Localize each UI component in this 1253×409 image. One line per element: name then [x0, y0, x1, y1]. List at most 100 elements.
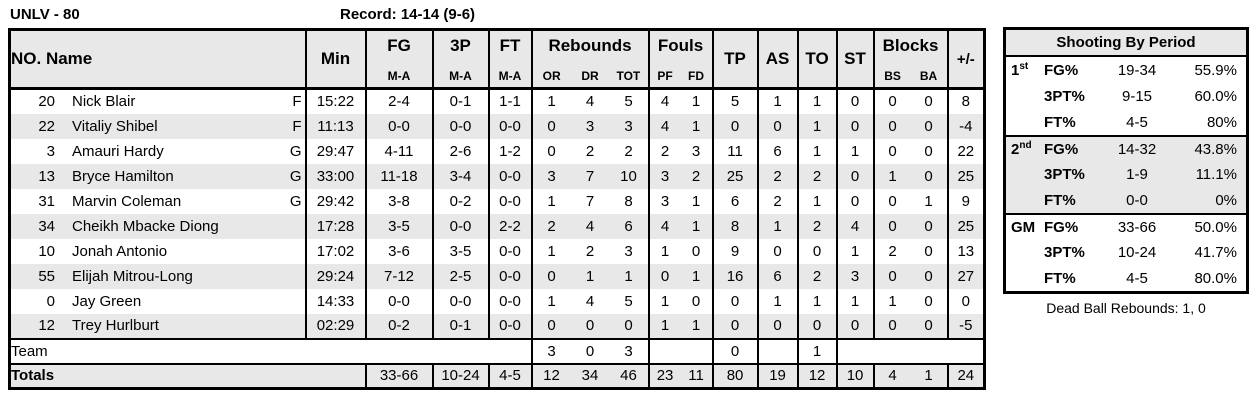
ft-cell: 1-1 [488, 88, 533, 114]
shooting-panel-title: Shooting By Period [1006, 30, 1246, 57]
header-to: TO [797, 29, 838, 90]
tot-cell: 1 [609, 263, 650, 289]
tot-cell: 6 [609, 213, 650, 239]
as-cell: 6 [757, 263, 799, 289]
fg-cell: 4-11 [365, 138, 434, 164]
totals-tp-cell: 80 [712, 362, 759, 389]
fg-cell: 7-12 [365, 263, 434, 289]
stat-label: 3PT% [1044, 165, 1085, 183]
fg-cell: 2-4 [365, 88, 434, 114]
p3-cell: 0-0 [432, 288, 490, 314]
pf-cell: 4 [648, 113, 681, 139]
pm-cell: 8 [961, 93, 970, 111]
pf-cell: 1 [660, 292, 670, 310]
player-position: F [292, 117, 302, 135]
stat-label: FG% [1044, 61, 1079, 79]
fd-cell: 1 [680, 88, 714, 114]
totals-as-cell: 19 [757, 362, 799, 389]
totals-bs-cell: 4 [873, 362, 911, 389]
fd-cell: 2 [680, 163, 714, 189]
p3-label: 3P [450, 36, 471, 55]
blocks-label: Blocks [882, 36, 939, 55]
as-cell: 6 [757, 138, 799, 164]
as-cell: 0 [757, 238, 799, 264]
percentage-value: 0% [1215, 191, 1237, 209]
bs-cell: 1 [873, 163, 911, 189]
fd-cell: 1 [680, 313, 714, 339]
as-cell: 0 [757, 313, 799, 339]
ba-label: BA [919, 69, 938, 83]
team-as-cell [757, 337, 799, 364]
header-fg: FG M-A [365, 29, 434, 90]
tp-cell: 0 [712, 313, 759, 339]
ft-cell: 0-0 [488, 113, 533, 139]
fd-cell: 1 [680, 213, 714, 239]
fg-cell: 3-5 [365, 213, 434, 239]
tot-cell: 2 [609, 138, 650, 164]
percentage-value: 50.0% [1194, 218, 1237, 236]
p3-cell: 0-1 [432, 313, 490, 339]
as-cell: 1 [757, 288, 799, 314]
dr-cell: 7 [585, 192, 595, 210]
rebounds-label: Rebounds [548, 36, 632, 55]
ft-cell: 0-0 [488, 263, 533, 289]
totals-label-cell: Totals [9, 362, 367, 389]
ft-cell: 0-0 [488, 188, 533, 214]
p3-cell: 0-0 [432, 113, 490, 139]
player-row: 0 Jay Green 14:33 0-0 0-0 0-0 1 4 5 1 0 0 1 1 1 1 0 0 [9, 288, 985, 314]
player-name: Nick Blair [72, 94, 136, 110]
stat-label: 3PT% [1044, 87, 1085, 105]
tot-cell: 3 [609, 113, 650, 139]
player-position: F [292, 93, 302, 111]
or-cell: 0 [531, 313, 571, 339]
totals-pf-cell: 23 [648, 362, 681, 389]
st-cell: 0 [836, 88, 875, 114]
header-rebounds: Rebounds OR DR TOT [531, 29, 650, 90]
team-blank-cell [836, 337, 985, 364]
to-cell: 0 [797, 238, 838, 264]
shooting-panel-rows: 1st FG% 19-34 55.9% 3PT% 9-15 60.0% FT% 4-5 80% 2n… [1006, 57, 1246, 291]
min-cell: 11:13 [305, 113, 367, 139]
min-cell: 17:02 [305, 238, 367, 264]
team-to-cell: 1 [797, 337, 838, 364]
jersey-number: 13 [38, 167, 55, 185]
to-cell: 2 [797, 163, 838, 189]
tp-cell: 11 [712, 138, 759, 164]
percentage-value: 80.0% [1194, 269, 1237, 287]
jersey-number: 22 [38, 117, 55, 135]
made-attempted-value: 0-0 [1126, 191, 1148, 209]
p3-cell: 3-5 [432, 238, 490, 264]
to-cell: 1 [797, 113, 838, 139]
player-name-cell: 3 Amauri Hardy G [9, 138, 307, 164]
tp-cell: 25 [712, 163, 759, 189]
header-tp: TP [712, 29, 759, 90]
or-cell: 1 [547, 292, 556, 310]
dr-cell: 2 [585, 242, 595, 260]
tot-cell: 8 [609, 188, 650, 214]
shooting-row: FT% 0-0 0% [1006, 187, 1246, 213]
min-cell: 15:22 [305, 88, 367, 114]
tp-cell: 8 [712, 213, 759, 239]
header-as: AS [757, 29, 799, 90]
stat-label: FT% [1044, 191, 1076, 209]
pf-cell: 2 [660, 142, 670, 160]
min-cell: 33:00 [305, 163, 367, 189]
pm-cell: 27 [947, 263, 985, 289]
period-label: 1st [1011, 61, 1029, 79]
totals-fd-cell: 11 [680, 362, 714, 389]
tp-cell: 0 [712, 288, 759, 314]
shooting-row: 1st FG% 19-34 55.9% [1006, 57, 1246, 83]
tot-cell: 0 [609, 313, 650, 339]
percentage-value: 60.0% [1194, 87, 1237, 105]
player-name: Jay Green [72, 293, 142, 309]
jersey-number: 0 [46, 292, 55, 310]
totals-to-cell: 12 [797, 362, 838, 389]
player-name-cell: 13 Bryce Hamilton G [9, 163, 307, 189]
tot-label: TOT [616, 69, 641, 83]
made-attempted-value: 10-24 [1117, 243, 1157, 261]
player-name-cell: 22 Vitaliy Shibel F [9, 113, 307, 139]
p3-cell: 2-5 [432, 263, 490, 289]
player-name: Bryce Hamilton [72, 168, 174, 184]
pm-cell: -4 [947, 113, 985, 139]
or-cell: 1 [547, 93, 556, 111]
